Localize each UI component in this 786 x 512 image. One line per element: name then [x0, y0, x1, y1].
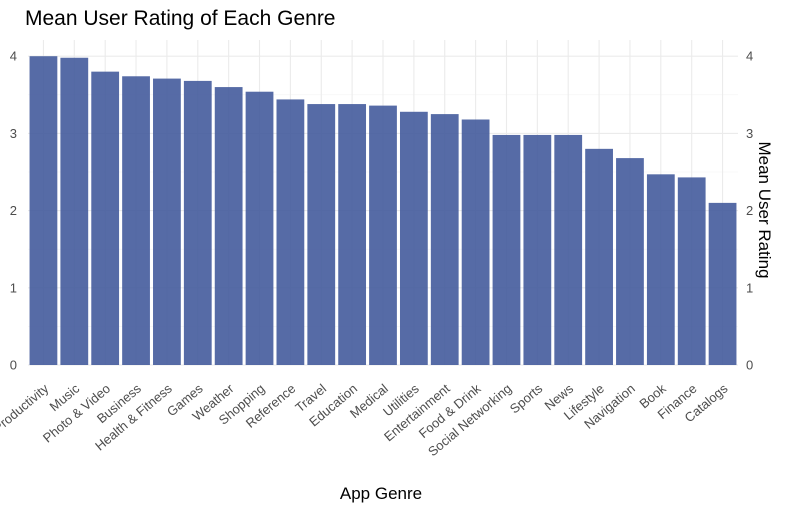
bar	[646, 174, 675, 365]
bar	[60, 57, 89, 366]
bar	[585, 148, 613, 365]
y-tick-label-right: 3	[746, 126, 753, 141]
y-tick-label-left: 4	[10, 49, 17, 64]
bar	[153, 78, 181, 365]
bar	[399, 111, 428, 365]
y-tick-label-right: 2	[746, 203, 753, 218]
x-tick-label: Sports	[507, 380, 546, 416]
bar	[91, 71, 120, 365]
bar	[677, 177, 706, 365]
bar	[616, 158, 644, 365]
y-tick-label-right: 4	[746, 49, 753, 64]
y-axis-title: Mean User Rating	[755, 141, 774, 278]
bar	[276, 99, 305, 365]
y-tick-label-left: 1	[10, 280, 17, 295]
y-tick-labels: 0 0 1 1 2 2 3 3 4 4	[10, 49, 753, 373]
bar	[122, 76, 150, 365]
y-tick-label-left: 2	[10, 203, 17, 218]
bar	[708, 202, 737, 365]
x-axis-title: App Genre	[340, 484, 422, 503]
bar	[492, 134, 521, 365]
bars	[29, 56, 737, 366]
bar	[29, 56, 58, 365]
bar	[523, 134, 552, 365]
bar	[183, 80, 212, 366]
y-tick-label-left: 0	[10, 358, 17, 373]
y-tick-label-right: 0	[746, 358, 753, 373]
bar	[245, 91, 274, 365]
bar	[430, 114, 459, 365]
bar	[554, 134, 583, 365]
bar	[307, 104, 336, 366]
bar	[338, 104, 367, 366]
y-tick-label-right: 1	[746, 280, 753, 295]
x-tick-label: Productivity	[0, 380, 52, 435]
bar	[214, 87, 243, 365]
chart-title: Mean User Rating of Each Genre	[25, 7, 336, 30]
bar	[369, 105, 397, 365]
y-tick-label-left: 3	[10, 126, 17, 141]
bar	[461, 119, 490, 365]
